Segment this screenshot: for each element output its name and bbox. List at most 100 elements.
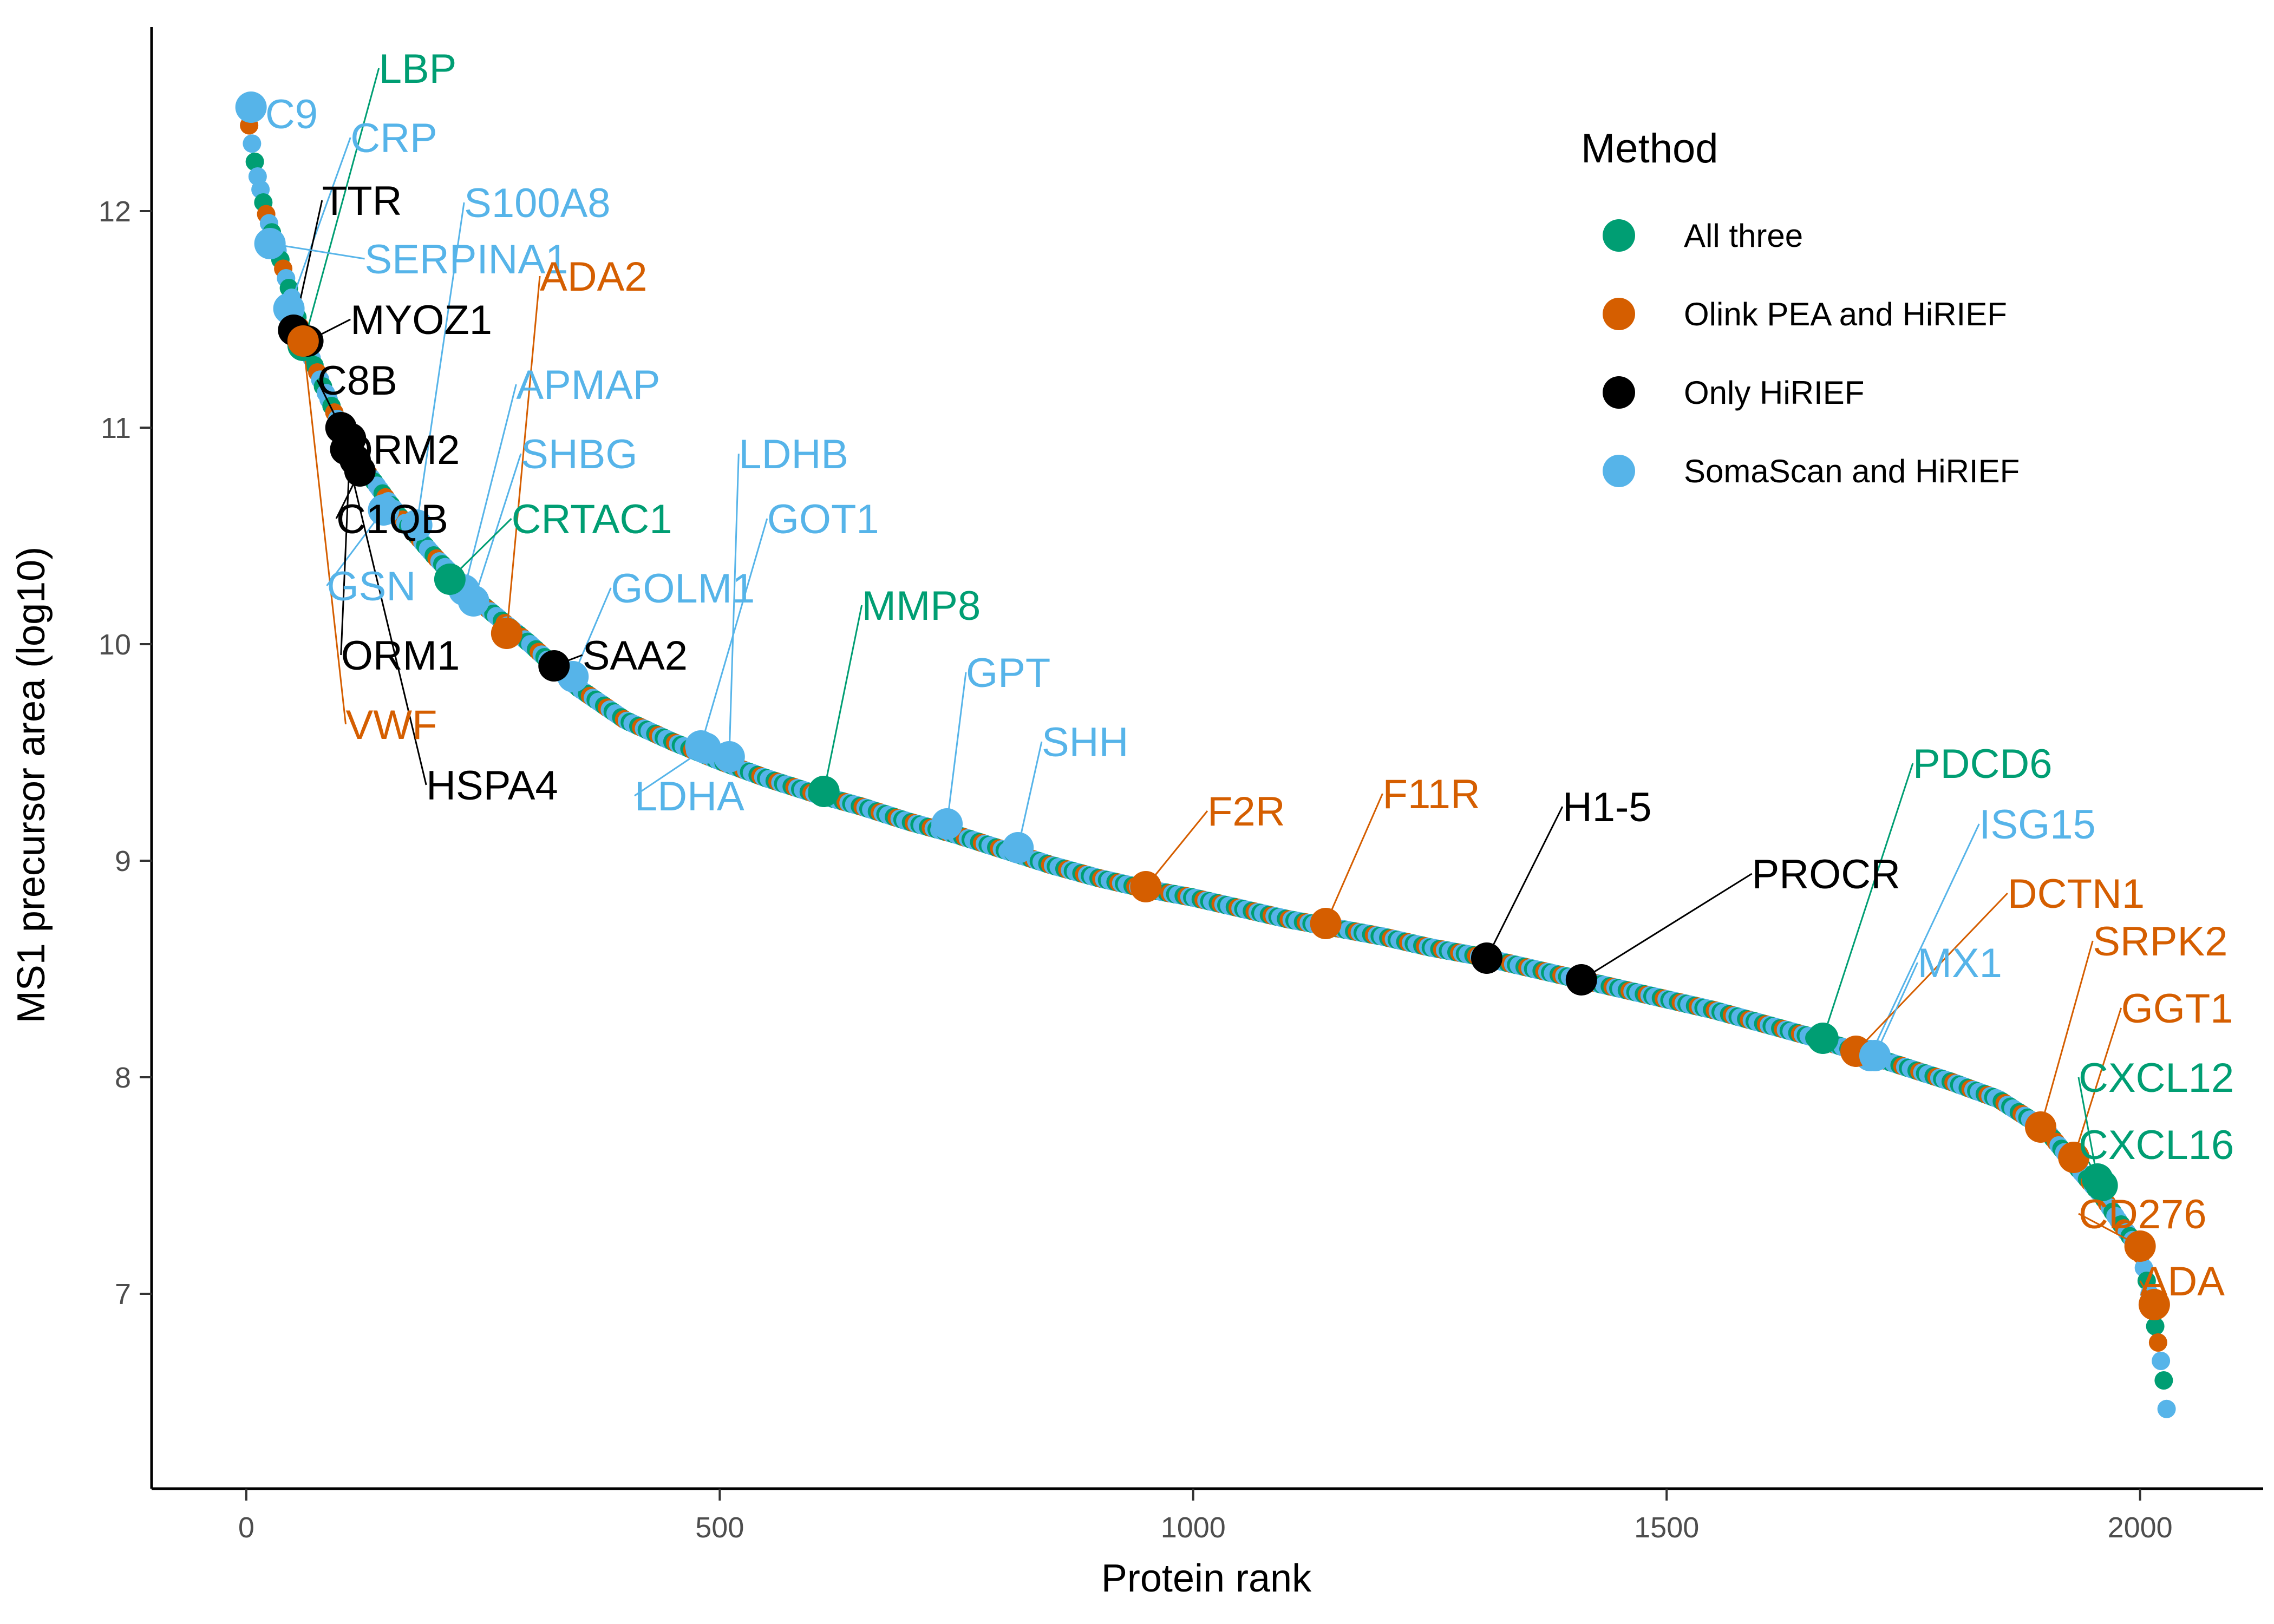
x-tick-label: 2000: [2108, 1511, 2173, 1544]
leader-line-got1: [700, 518, 768, 746]
point-shh: [1002, 832, 1034, 863]
leader-line-shbg: [473, 453, 522, 601]
point-label-gpt: GPT: [966, 650, 1050, 696]
point-label-vwf: VWF: [346, 702, 437, 748]
point-label-ldhb: LDHB: [739, 431, 848, 477]
point-label-c8b: C8B: [317, 358, 397, 404]
leader-line-serpina1: [270, 243, 365, 260]
point-label-golm1: GOLM1: [611, 566, 755, 612]
legend-entries: All three Olink PEA and HiRIEF Only HiRIEF…: [1603, 218, 2020, 489]
point-crtac1: [434, 564, 466, 595]
point-ldhb: [713, 741, 745, 772]
point-ldha: [690, 732, 722, 764]
leader-line-dctn1: [1855, 892, 2008, 1052]
legend-key-all-three: [1603, 219, 1635, 252]
point-label-shh: SHH: [1042, 719, 1128, 765]
point-label-ttr: TTR: [322, 178, 402, 224]
point-label-mx1: MX1: [1918, 940, 2002, 986]
leader-line-gpt: [946, 672, 967, 824]
y-axis-title: MS1 precursor area (log10): [10, 547, 53, 1023]
point-label-ldha: LDHA: [635, 774, 744, 820]
point-vwf: [287, 325, 319, 357]
y-tick-label: 9: [115, 845, 131, 878]
leader-line-crp: [288, 137, 351, 309]
y-tick-label: 8: [115, 1062, 131, 1094]
point-label-f11r: F11R: [1383, 771, 1480, 817]
leader-line-gsn: [326, 509, 384, 586]
leader-line-vwf: [302, 340, 347, 725]
point-label-hspa4: HSPA4: [426, 763, 558, 809]
leader-line-shh: [1017, 741, 1043, 848]
y-tick-label: 10: [99, 628, 131, 661]
point-f2r: [1130, 871, 1162, 902]
curve-point: [2157, 1399, 2176, 1418]
legend-key-olink-pea-and-hirief: [1603, 298, 1635, 330]
x-tick-label: 1000: [1161, 1511, 1226, 1544]
point-label-c9: C9: [265, 91, 318, 137]
y-tick-label: 12: [99, 195, 131, 228]
leader-line-hspa4: [345, 449, 427, 785]
point-label-ada: ADA: [2140, 1259, 2225, 1305]
point-label-pdcd6: PDCD6: [1913, 741, 2053, 787]
x-axis-title: Protein rank: [1101, 1557, 1312, 1600]
legend-label-only-hirief: Only HiRIEF: [1684, 375, 1864, 411]
legend-key-somascan-and-hirief: [1603, 455, 1635, 487]
point-label-s100a8: S100A8: [464, 180, 610, 226]
point-label-serpina1: SERPINA1: [364, 237, 568, 283]
leader-line-golm1: [572, 587, 612, 677]
point-label-dctn1: DCTN1: [2008, 871, 2145, 917]
point-label-ada2: ADA2: [540, 254, 648, 300]
point-shbg: [458, 585, 489, 617]
leader-line-f2r: [1145, 810, 1208, 887]
point-label-f2r: F2R: [1207, 789, 1285, 835]
point-label-srpk2: SRPK2: [2093, 919, 2227, 965]
leader-line-ldhb: [728, 453, 740, 757]
axes-layer: 0 500 1000 1500 2000 7 8 9 10 11 12: [99, 27, 2263, 1544]
point-serpina1: [254, 228, 286, 259]
legend: Method All three Olink PEA and HiRIEF Only…: [1581, 126, 2020, 489]
leader-line-h1-5: [1486, 806, 1564, 959]
point-label-lbp: LBP: [379, 46, 457, 92]
point-label-saa2: SAA2: [583, 633, 688, 679]
point-srpk2: [2025, 1111, 2057, 1143]
legend-label-somascan-and-hirief: SomaScan and HiRIEF: [1684, 453, 2020, 489]
point-cxcl16: [2086, 1170, 2118, 1201]
leader-line-mmp8: [823, 605, 863, 792]
point-h1-5: [1471, 942, 1502, 974]
point-label-c1qb: C1QB: [336, 496, 448, 542]
point-pdcd6: [1807, 1023, 1839, 1054]
point-label-orm1: ORM1: [341, 633, 460, 679]
point-label-isg15: ISG15: [1979, 802, 2095, 848]
curve-point: [243, 134, 262, 153]
point-ada2: [491, 618, 522, 649]
point-ada: [2138, 1289, 2170, 1320]
leader-line-cxcl12: [2077, 1077, 2099, 1180]
leader-line-srpk2: [2040, 940, 2094, 1128]
point-label-mmp8: MMP8: [862, 583, 981, 629]
point-label-orm2: ORM2: [341, 427, 460, 473]
point-saa2: [538, 650, 570, 682]
point-hspa4: [330, 434, 362, 465]
point-mmp8: [808, 776, 840, 807]
curve-point: [245, 152, 264, 171]
legend-label-all-three: All three: [1684, 218, 1803, 254]
leader-line-pdcd6: [1822, 763, 1914, 1039]
point-label-gsn: GSN: [327, 564, 416, 610]
point-label-crp: CRP: [350, 115, 437, 161]
leader-line-ada2: [506, 276, 541, 634]
x-tick-label: 500: [695, 1511, 744, 1544]
point-gpt: [931, 808, 963, 840]
y-tick-label: 11: [101, 412, 131, 444]
legend-label-olink-pea-and-hirief: Olink PEA and HiRIEF: [1684, 296, 2007, 332]
leader-line-s100a8: [416, 202, 465, 526]
point-label-crtac1: CRTAC1: [512, 496, 672, 542]
point-label-shbg: SHBG: [521, 431, 637, 477]
point-label-got1: GOT1: [767, 496, 879, 542]
point-label-h1-5: H1-5: [1563, 784, 1652, 830]
point-s100a8: [401, 509, 433, 541]
leader-line-apmap: [463, 384, 517, 591]
curve-point: [2146, 1317, 2165, 1335]
